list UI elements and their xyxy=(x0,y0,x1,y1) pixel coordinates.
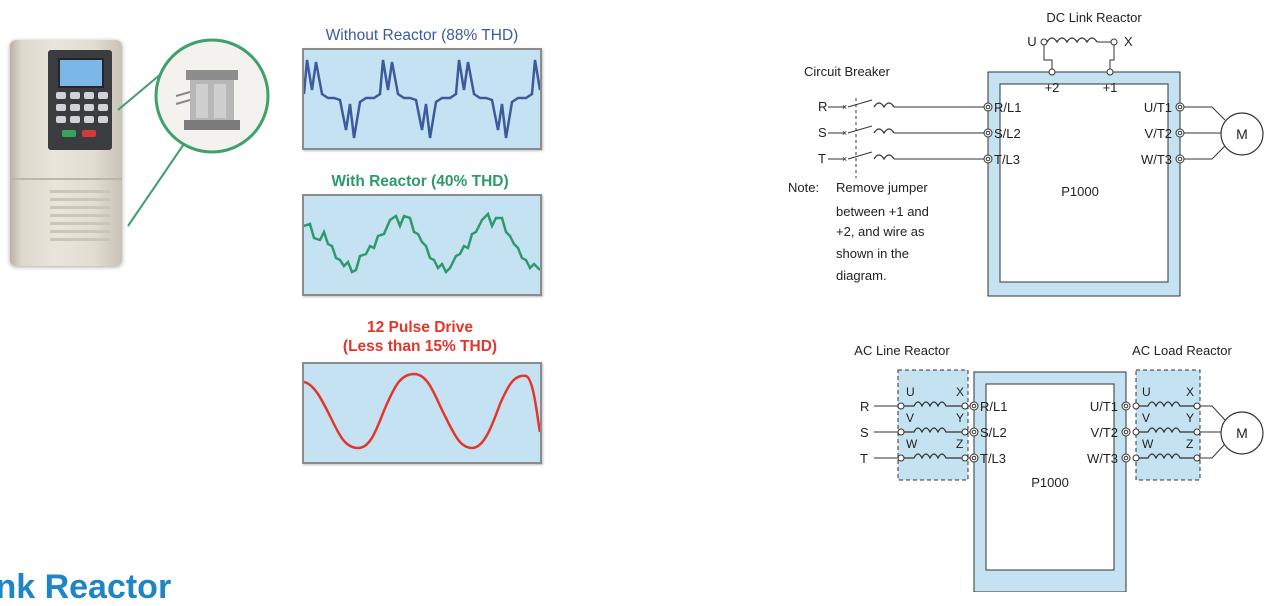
waveform-panel-12-pulse xyxy=(302,362,542,464)
ac-terminal-ut1: U/T1 xyxy=(1090,399,1118,414)
ac-drive-label: P1000 xyxy=(1031,475,1069,490)
ac-terminal-rl1: R/L1 xyxy=(980,399,1007,414)
waveform-panel-with-reactor xyxy=(302,194,542,296)
svg-text:V: V xyxy=(1142,411,1150,425)
waveform-title-with-reactor: With Reactor (40% THD) xyxy=(331,173,509,190)
ac-out-u: U/T1 U X xyxy=(1090,385,1226,421)
ac-out-w: W/T3 W Z xyxy=(1087,437,1226,466)
ac-terminal-tl3: T/L3 xyxy=(980,451,1006,466)
svg-text:Y: Y xyxy=(956,411,964,425)
svg-text:Y: Y xyxy=(1186,411,1194,425)
svg-text:R: R xyxy=(860,399,869,414)
dc-link-diagram: DC Link Reactor U X +2 +1 Circuit Breake… xyxy=(788,10,1264,297)
dc-terminal-plus1: +1 xyxy=(1103,80,1118,95)
note-line-5: diagram. xyxy=(836,268,887,283)
waveform-line-12-pulse xyxy=(304,372,540,450)
dc-reactor-x: X xyxy=(1124,34,1133,49)
svg-text:Z: Z xyxy=(1186,437,1193,451)
dc-phase-t: T × T/L3 xyxy=(818,151,1020,167)
svg-text:T: T xyxy=(818,151,826,166)
dc-terminal-ut1: U/T1 xyxy=(1144,100,1172,115)
dc-phase-s: S × S/L2 xyxy=(818,125,1021,141)
note-line-1: Remove jumper xyxy=(836,180,928,195)
ac-line-reactor-box xyxy=(897,369,969,481)
note-label: Note: xyxy=(788,180,819,195)
dc-terminal-vt2: V/T2 xyxy=(1145,126,1172,141)
svg-text:U: U xyxy=(906,385,915,399)
svg-text:X: X xyxy=(956,385,964,399)
dc-motor xyxy=(1220,112,1264,156)
dc-link-reactor-title: DC Link Reactor xyxy=(1046,10,1142,25)
waveform-line-without-reactor xyxy=(304,59,540,139)
reactor-photo xyxy=(175,70,240,130)
ac-motor-label: M xyxy=(1236,425,1248,441)
svg-text:×: × xyxy=(842,128,847,138)
ac-reactor-diagram: AC Line Reactor AC Load Reactor R U X R/… xyxy=(854,343,1264,592)
dc-drive-label: P1000 xyxy=(1061,184,1099,199)
svg-text:×: × xyxy=(842,102,847,112)
svg-text:U: U xyxy=(1142,385,1151,399)
ac-terminal-sl2: S/L2 xyxy=(980,425,1007,440)
svg-text:W: W xyxy=(906,437,918,451)
svg-text:×: × xyxy=(842,154,847,164)
svg-text:Z: Z xyxy=(956,437,963,451)
ac-motor xyxy=(1220,411,1264,455)
dc-phase-r: R × R/L1 xyxy=(818,99,1021,115)
waveform-title-12-pulse-line1: 12 Pulse Drive xyxy=(367,319,473,336)
ac-phase-t: T W Z T/L3 xyxy=(860,437,1006,466)
section-heading: ink Reactor xyxy=(0,568,172,606)
dc-terminal-rl1: R/L1 xyxy=(994,100,1021,115)
reactor-zoom-callout xyxy=(117,38,270,227)
circuit-breaker-label: Circuit Breaker xyxy=(804,64,891,79)
ac-line-reactor-title: AC Line Reactor xyxy=(854,343,950,358)
wiring-diagrams: DC Link Reactor U X +2 +1 Circuit Breake… xyxy=(788,10,1264,592)
svg-text:R: R xyxy=(818,99,827,114)
ac-phase-s: S V Y S/L2 xyxy=(860,411,1007,440)
note-line-4: shown in the xyxy=(836,246,909,261)
ac-terminal-wt3: W/T3 xyxy=(1087,451,1118,466)
drive-photo xyxy=(10,40,122,266)
ac-load-reactor-box xyxy=(1135,369,1201,481)
waveform-title-without-reactor: Without Reactor (88% THD) xyxy=(325,27,519,44)
ac-terminal-vt2: V/T2 xyxy=(1091,425,1118,440)
svg-text:S: S xyxy=(818,125,827,140)
svg-text:W: W xyxy=(1142,437,1154,451)
ac-out-v: V/T2 V Y xyxy=(1091,411,1221,440)
dc-terminal-sl2: S/L2 xyxy=(994,126,1021,141)
svg-text:X: X xyxy=(1186,385,1194,399)
note-line-2: between +1 and xyxy=(836,204,929,219)
svg-text:V: V xyxy=(906,411,914,425)
keypad-display xyxy=(58,58,104,88)
note-line-3: +2, and wire as xyxy=(836,224,925,239)
waveform-title-12-pulse-line2: (Less than 15% THD) xyxy=(342,338,498,355)
ac-load-reactor-title: AC Load Reactor xyxy=(1132,343,1232,358)
waveform-line-with-reactor xyxy=(304,211,540,275)
dc-terminal-wt3: W/T3 xyxy=(1141,152,1172,167)
dc-motor-label: M xyxy=(1236,126,1248,142)
dc-reactor-u: U xyxy=(1027,34,1036,49)
waveform-panel-without-reactor xyxy=(302,48,542,150)
dc-terminal-tl3: T/L3 xyxy=(994,152,1020,167)
keypad xyxy=(48,50,112,150)
ac-phase-r: R U X R/L1 xyxy=(860,385,1007,414)
svg-text:S: S xyxy=(860,425,869,440)
svg-text:T: T xyxy=(860,451,868,466)
dc-terminal-plus2: +2 xyxy=(1045,80,1060,95)
